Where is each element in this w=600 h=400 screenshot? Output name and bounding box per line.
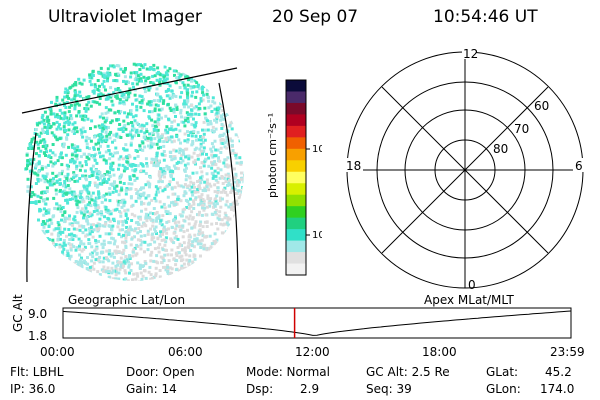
colorbar-panel: photon cm⁻²s⁻¹ 100 10	[262, 70, 331, 290]
x-tick-1800: 18:00	[422, 345, 457, 359]
status-dsp-value: 2.9	[300, 382, 320, 396]
colorbar-segment	[286, 229, 306, 242]
colorbar-segment	[286, 137, 306, 150]
colorbar-label: photon cm⁻²s⁻¹	[266, 113, 279, 198]
colorbar-segment	[286, 91, 306, 104]
colorbar-segment	[286, 80, 306, 93]
colorbar-segment	[286, 206, 306, 219]
colorbar-segment	[286, 148, 306, 161]
colorbar-segment	[286, 183, 306, 196]
colorbar-tick-100: 100	[312, 144, 322, 155]
status-glon-value: 174.0	[540, 382, 575, 396]
colorbar-segment	[286, 240, 306, 253]
latitude-line	[21, 67, 238, 114]
longitude-line-right	[218, 82, 239, 289]
mlt-label-12: 12	[463, 47, 478, 61]
status-gain: Gain: 14	[126, 382, 177, 396]
colorbar-segment	[286, 194, 306, 207]
timeline-frame	[62, 307, 572, 339]
status-dsp-label: Dsp:	[246, 382, 274, 396]
gc-alt-axis-label: GC Alt	[11, 294, 25, 332]
colorbar-tick-10: 10	[312, 230, 322, 241]
status-ip: IP: 36.0	[10, 382, 56, 396]
colorbar-segment	[286, 102, 306, 116]
colorbar-segment	[286, 263, 306, 276]
mlat-label-70: 70	[514, 122, 529, 136]
time-label: 10:54:46 UT	[433, 7, 538, 27]
polar-plot-panel: 12 18 6 0 60 70 80	[335, 45, 595, 295]
status-flt: Flt: LBHL	[10, 365, 64, 379]
orbit-timeline-plot: Geographic Lat/Lon Apex MLat/MLT GC Alt …	[11, 293, 585, 359]
mlt-label-6: 6	[575, 159, 583, 173]
altitude-curve	[62, 310, 572, 336]
uv-image	[21, 62, 244, 289]
y-tick-1-8: 1.8	[28, 329, 47, 343]
status-glat-label: GLat:	[486, 365, 519, 379]
status-door: Door: Open	[126, 365, 195, 379]
status-mode: Mode: Normal	[246, 365, 330, 379]
date-label: 20 Sep 07	[272, 7, 359, 27]
x-tick-0000: 00:00	[40, 345, 75, 359]
colorbar: photon cm⁻²s⁻¹ 100 10	[266, 79, 331, 276]
status-gc-alt: GC Alt: 2.5 Re	[366, 365, 450, 379]
uv-image-panel	[0, 38, 260, 293]
x-tick-0600: 06:00	[168, 345, 203, 359]
status-seq: Seq: 39	[366, 382, 412, 396]
colorbar-segment	[286, 252, 306, 265]
colorbar-segment	[286, 125, 306, 138]
uv-emission-pixels	[24, 62, 244, 281]
x-tick-2359: 23:59	[550, 345, 585, 359]
longitude-line-left	[26, 132, 37, 283]
colorbar-segment	[286, 114, 306, 127]
status-glat-value: 45.2	[545, 365, 572, 379]
geographic-label: Geographic Lat/Lon	[68, 293, 185, 307]
colorbar-segment	[286, 217, 306, 230]
mlt-label-18: 18	[346, 159, 361, 173]
orbit-timeline: Geographic Lat/Lon Apex MLat/MLT GC Alt …	[0, 292, 600, 360]
polar-diagonal-2	[381, 86, 549, 254]
app-title: Ultraviolet Imager	[48, 7, 202, 27]
mlat-label-80: 80	[493, 142, 508, 156]
colorbar-segment	[286, 160, 306, 173]
colorbar-segment	[286, 171, 306, 184]
x-tick-1200: 12:00	[295, 345, 330, 359]
mlt-label-0: 0	[468, 278, 476, 292]
apex-label: Apex MLat/MLT	[424, 293, 514, 307]
y-tick-9: 9.0	[28, 307, 47, 321]
mlat-label-60: 60	[534, 99, 549, 113]
polar-plot: 12 18 6 0 60 70 80	[343, 47, 585, 292]
status-glon-label: GLon:	[486, 382, 521, 396]
colorbar-gradient	[286, 80, 306, 276]
